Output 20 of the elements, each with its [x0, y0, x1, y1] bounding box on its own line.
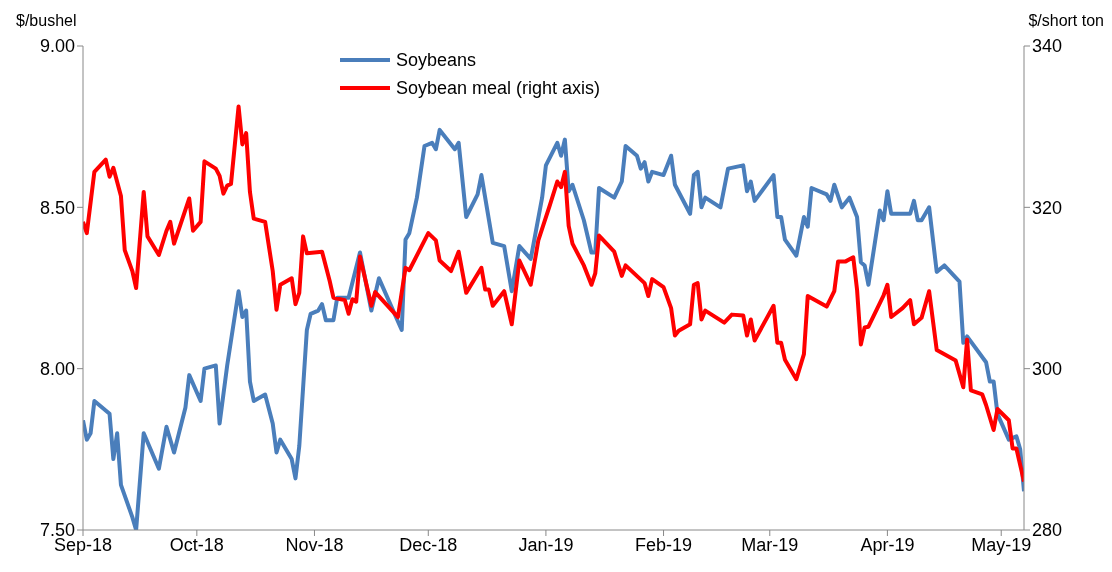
- x-tick-label: Oct-18: [169, 534, 224, 555]
- y-axis-title: $/bushel: [16, 12, 77, 30]
- y2-tick-label: 320: [1032, 197, 1063, 218]
- legend-label: Soybeans: [396, 49, 477, 72]
- legend-label: Soybean meal (right axis): [396, 77, 601, 100]
- x-tick-label: Feb-19: [635, 534, 693, 555]
- x-tick-label: Apr-19: [860, 534, 915, 555]
- x-tick-label: May-19: [971, 534, 1032, 555]
- y-tick-label: 8.00: [39, 359, 75, 380]
- x-tick-label: Dec-18: [399, 534, 458, 555]
- y2-tick-label: 340: [1032, 36, 1063, 57]
- y2-axis-title: $/short ton: [1028, 12, 1104, 30]
- x-tick-label: Nov-18: [285, 534, 344, 555]
- line-series: [83, 104, 1024, 484]
- y2-tick-label: 300: [1032, 359, 1063, 380]
- y-tick-label: 8.50: [39, 197, 75, 218]
- y2-tick-label: 280: [1032, 520, 1063, 541]
- y-tick-label: 9.00: [39, 36, 75, 57]
- x-tick-label: Jan-19: [518, 534, 574, 555]
- x-tick-label: Mar-19: [741, 534, 799, 555]
